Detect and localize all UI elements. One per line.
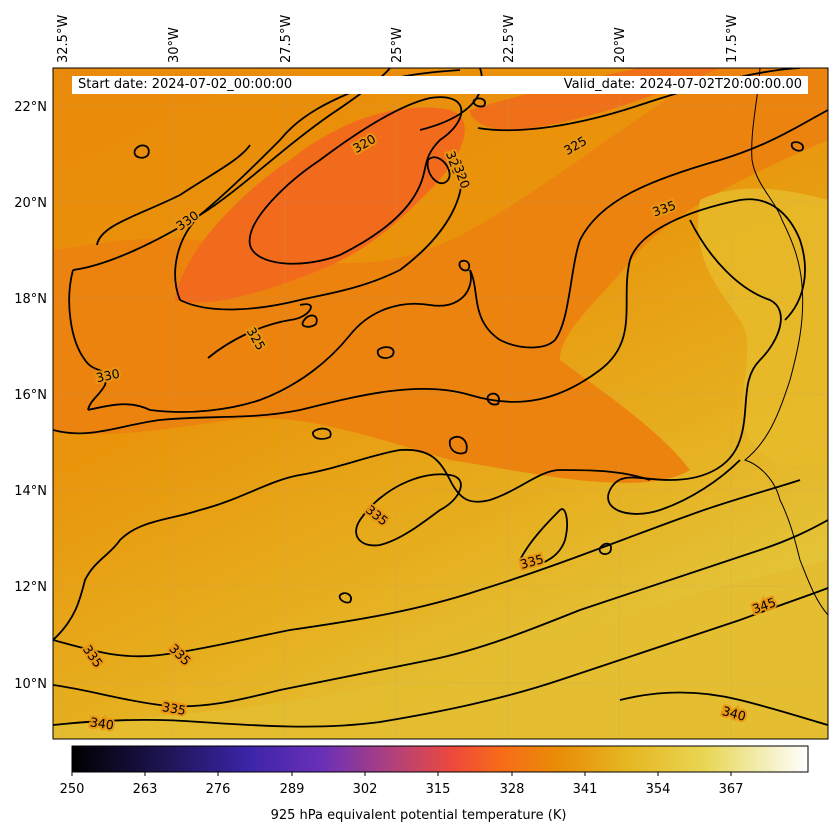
contour-340-se (619, 691, 828, 726)
lat-label: 18°N (14, 292, 47, 307)
field-yellow-east (698, 188, 828, 466)
contour-330-main (72, 68, 828, 349)
lon-label: 32.5°W (56, 15, 71, 63)
colorbar-tick-label: 315 (426, 782, 451, 797)
start-date: Start date: 2024-07-02_00:00:00 (78, 77, 293, 92)
field-orange-band (53, 68, 828, 483)
contour-335-se (519, 508, 568, 566)
contour-325-south (207, 303, 312, 359)
contour-320 (248, 96, 463, 265)
colorbar-ticks (71, 772, 732, 776)
contour-325-north (477, 68, 801, 132)
contour-blob (301, 314, 318, 328)
field-red-core (175, 107, 465, 303)
contour-blob (790, 141, 804, 152)
plot-area (53, 68, 828, 739)
colorbar-tick-label: 341 (573, 782, 598, 797)
lon-label: 22.5°W (502, 15, 517, 63)
header-bar-right: Valid_date: 2024-07-02T20:00:00.00 (540, 76, 808, 94)
colorbar-tick-label: 328 (500, 782, 525, 797)
contour-335-south (53, 448, 801, 658)
lon-label: 25°W (390, 27, 405, 63)
contour-330-west (68, 269, 472, 413)
colorbar-tick-label: 276 (206, 782, 231, 797)
contour-blob (458, 259, 471, 272)
contour-blob (472, 97, 486, 108)
lon-label: 17.5°W (725, 15, 740, 63)
colorbar-tick-labels: 250 263 276 289 302 315 328 341 354 367 (60, 782, 744, 797)
lat-label: 20°N (14, 196, 47, 211)
contour-blob (133, 144, 150, 159)
colorbar-tick-label: 367 (719, 782, 744, 797)
contour-345 (53, 587, 828, 728)
contour-335-east (607, 219, 782, 515)
graticule (53, 68, 828, 739)
contour-label: 335 (161, 699, 187, 718)
plot-frame (52, 67, 829, 740)
lat-label: 14°N (14, 484, 47, 499)
contour-blob (312, 427, 332, 440)
colorbar-tick-label: 302 (353, 782, 378, 797)
contour-blob (338, 592, 352, 604)
contour-blob (376, 346, 395, 359)
lat-label: 22°N (14, 100, 47, 115)
contour-blob (598, 542, 612, 555)
lon-label: 30°W (167, 27, 182, 63)
lon-label: 20°W (613, 27, 628, 63)
contour-340 (53, 519, 828, 708)
contour-label: 330 (95, 366, 122, 386)
header-bar: Start date: 2024-07-02_00:00:00 (72, 76, 552, 94)
contour-320-b (426, 156, 451, 185)
lat-label: 10°N (14, 677, 47, 692)
colorbar-label: 925 hPa equivalent potential temperature… (270, 808, 567, 823)
valid-date: Valid_date: 2024-07-02T20:00:00.00 (563, 77, 802, 92)
contour-blob (448, 435, 468, 455)
lon-axis-labels: 32.5°W 30°W 27.5°W 25°W 22.5°W 20°W 17.5… (56, 15, 740, 63)
lon-label: 27.5°W (279, 15, 294, 63)
contour-label: 335 (518, 551, 545, 572)
contour-335-mid (355, 473, 462, 547)
lat-label: 16°N (14, 388, 47, 403)
colorbar-tick-label: 250 (60, 782, 85, 797)
lat-label: 12°N (14, 580, 47, 595)
field-yellow-south (53, 560, 828, 739)
contour-blob (486, 392, 500, 406)
coastline (743, 68, 828, 616)
colorbar-tick-label: 289 (280, 782, 305, 797)
lat-axis-labels: 22°N 20°N 18°N 16°N 14°N 12°N 10°N (14, 100, 47, 692)
colorbar (71, 745, 809, 773)
contour-label: 340 (89, 714, 115, 732)
colorbar-tick-label: 354 (646, 782, 671, 797)
colorbar-tick-label: 263 (133, 782, 158, 797)
